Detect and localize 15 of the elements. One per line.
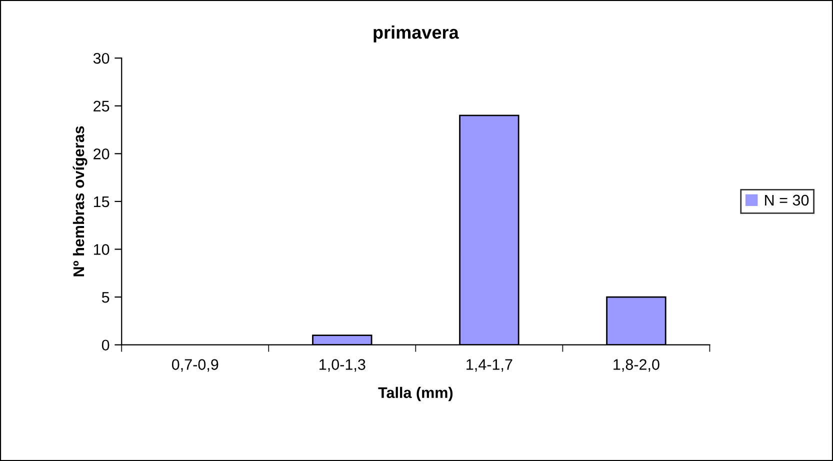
y-tick-label: 5 bbox=[102, 292, 110, 303]
y-axis-title: Nº hembras ovígeras bbox=[72, 126, 88, 276]
x-tick-label: 1,4-1,7 bbox=[466, 359, 512, 372]
x-axis-title: Talla (mm) bbox=[378, 386, 453, 402]
chart-title: primavera bbox=[374, 26, 459, 42]
y-tick-label: 25 bbox=[94, 100, 110, 112]
legend-label: N = 30 bbox=[765, 194, 809, 206]
y-tick-label: 20 bbox=[94, 148, 110, 160]
x-tick-label: 1,0-1,3 bbox=[320, 359, 366, 372]
y-tick-label: 15 bbox=[94, 196, 110, 208]
x-tick-label: 0,7-0,9 bbox=[172, 359, 218, 372]
y-tick-label: 30 bbox=[93, 52, 110, 64]
y-tick-label: 0 bbox=[102, 340, 110, 351]
y-tick-label: 10 bbox=[94, 244, 110, 255]
x-tick-label: 1,8-2,0 bbox=[614, 359, 660, 372]
